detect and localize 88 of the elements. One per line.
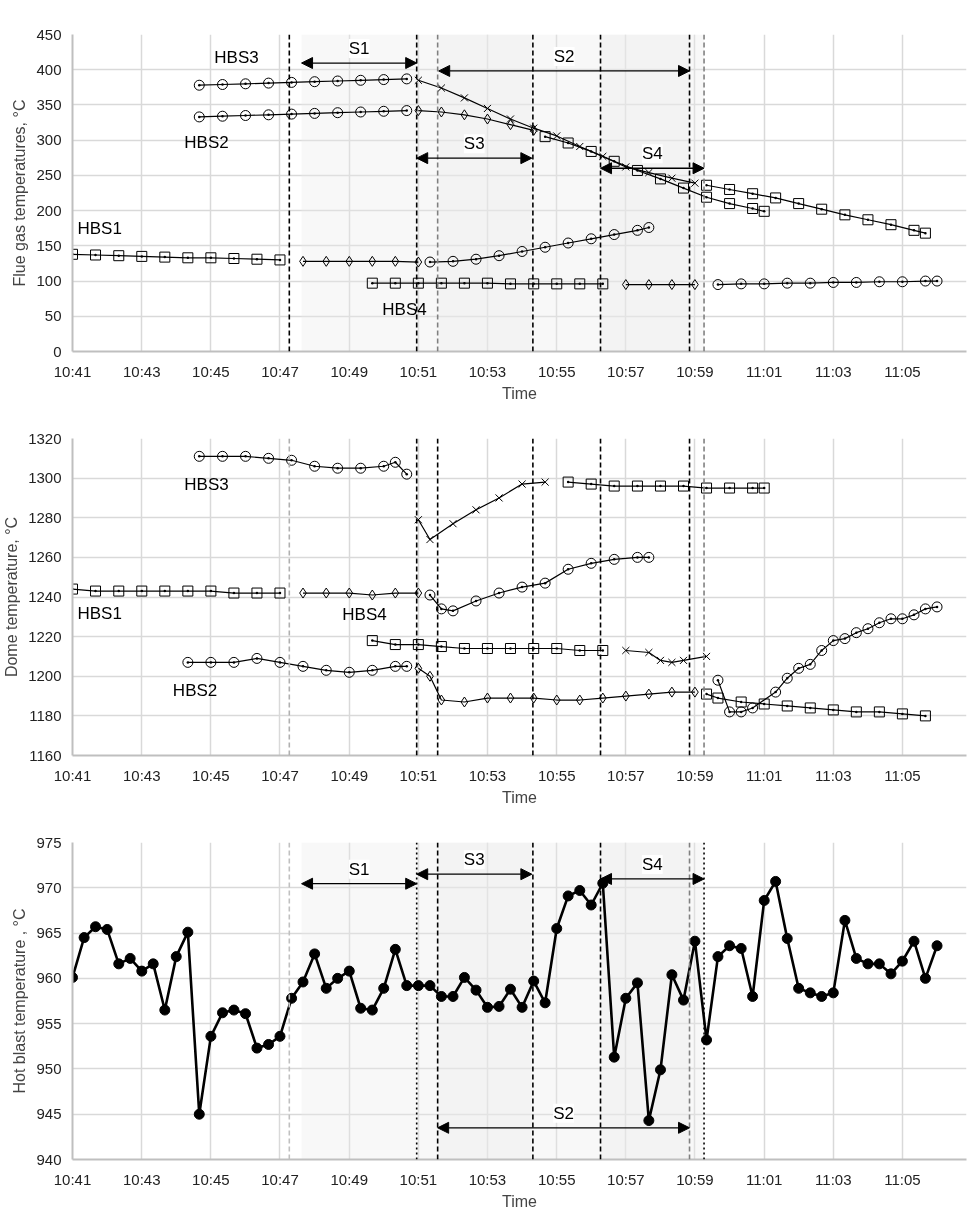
series-label: HBS4	[342, 605, 387, 625]
y-tick-label: 1220	[28, 627, 62, 645]
x-tick-label: 10:43	[123, 1170, 161, 1188]
series-label: HBS2	[184, 133, 229, 153]
series-label: HBS3	[214, 47, 259, 67]
y-tick-label: 250	[36, 166, 62, 184]
x-tick-label: 10:49	[330, 1170, 369, 1188]
x-tick-label: 10:51	[399, 766, 438, 784]
x-tick-label: 10:47	[261, 1170, 299, 1188]
x-axis-title: Time	[502, 384, 538, 402]
y-tick-label: 1260	[28, 548, 62, 566]
y-tick-label: 975	[36, 833, 62, 851]
y-tick-label: 940	[36, 1150, 62, 1168]
y-tick-label: 1300	[28, 469, 62, 487]
y-tick-label: 450	[36, 25, 62, 43]
x-tick-label: 10:51	[399, 362, 438, 380]
x-tick-label: 11:01	[746, 362, 783, 380]
x-tick-label: 10:41	[53, 766, 92, 784]
x-tick-label: 11:03	[815, 362, 852, 380]
band-label: S3	[463, 850, 485, 870]
y-tick-label: 1280	[28, 508, 62, 526]
y-tick-label: 1180	[29, 706, 62, 724]
y-tick-label: 350	[36, 95, 62, 113]
y-tick-label: 400	[36, 60, 62, 78]
y-tick-label: 965	[36, 924, 62, 942]
y-axis-title: Hot blast temperature , °C	[11, 908, 29, 1094]
y-tick-label: 150	[36, 236, 62, 254]
x-tick-label: 10:57	[607, 362, 645, 380]
y-tick-label: 100	[36, 272, 62, 290]
x-tick-label: 10:41	[53, 1170, 92, 1188]
y-tick-label: 960	[36, 969, 62, 987]
band-label: S1	[348, 859, 370, 879]
x-tick-label: 11:03	[815, 766, 852, 784]
x-tick-label: 11:05	[884, 1170, 921, 1188]
x-tick-label: 10:47	[261, 766, 299, 784]
series-label: HBS1	[77, 603, 122, 623]
x-tick-label: 10:45	[192, 362, 230, 380]
x-tick-label: 11:05	[884, 362, 921, 380]
y-tick-label: 1200	[28, 667, 62, 685]
series-label: HBS4	[382, 299, 427, 319]
x-tick-label: 10:53	[468, 766, 507, 784]
series-label: HBS1	[77, 218, 122, 238]
band-label: S4	[641, 854, 663, 874]
band-label: S4	[641, 144, 663, 164]
y-tick-label: 50	[44, 307, 62, 325]
y-tick-label: 1320	[28, 429, 62, 447]
y-tick-label: 200	[36, 201, 62, 219]
y-tick-label: 0	[53, 342, 62, 360]
x-tick-label: 10:45	[192, 1170, 230, 1188]
x-tick-label: 10:43	[123, 766, 161, 784]
series-label: HBS2	[172, 680, 218, 700]
x-tick-label: 10:45	[192, 766, 230, 784]
band-label: S2	[553, 46, 575, 66]
y-tick-label: 1160	[29, 746, 62, 764]
x-tick-label: 10:59	[676, 362, 714, 380]
x-tick-label: 10:55	[537, 766, 576, 784]
y-tick-label: 300	[36, 131, 62, 149]
x-tick-label: 10:43	[123, 362, 161, 380]
x-axis-title: Time	[502, 788, 538, 806]
y-axis-title: Flue gas temperatures, °C	[11, 99, 29, 287]
x-tick-label: 10:47	[261, 362, 299, 380]
x-axis-title: Time	[502, 1192, 538, 1210]
band-label: S2	[553, 1103, 574, 1123]
x-tick-label: 10:53	[468, 362, 507, 380]
x-tick-label: 10:55	[537, 362, 576, 380]
x-tick-label: 10:49	[330, 362, 369, 380]
x-tick-label: 11:05	[884, 766, 921, 784]
band-label: S1	[348, 39, 370, 59]
y-tick-label: 945	[36, 1105, 62, 1123]
x-tick-label: 10:51	[399, 1170, 438, 1188]
series-label: HBS3	[184, 474, 229, 494]
y-axis-title: Dome temperature, °C	[3, 516, 21, 678]
x-tick-label: 10:55	[537, 1170, 576, 1188]
x-tick-label: 11:01	[746, 766, 783, 784]
x-tick-label: 10:57	[607, 766, 645, 784]
x-tick-label: 10:59	[676, 1170, 714, 1188]
x-tick-label: 11:03	[815, 1170, 852, 1188]
x-tick-label: 10:53	[468, 1170, 507, 1188]
x-tick-label: 10:57	[607, 1170, 645, 1188]
x-tick-label: 10:59	[676, 766, 714, 784]
x-tick-label: 11:01	[746, 1170, 783, 1188]
y-tick-label: 1240	[28, 588, 62, 605]
y-tick-label: 955	[36, 1014, 62, 1032]
band-label: S3	[463, 134, 485, 154]
y-tick-label: 950	[36, 1059, 62, 1077]
x-tick-label: 10:49	[330, 766, 369, 784]
y-tick-label: 970	[36, 878, 62, 896]
x-tick-label: 10:41	[53, 362, 92, 380]
